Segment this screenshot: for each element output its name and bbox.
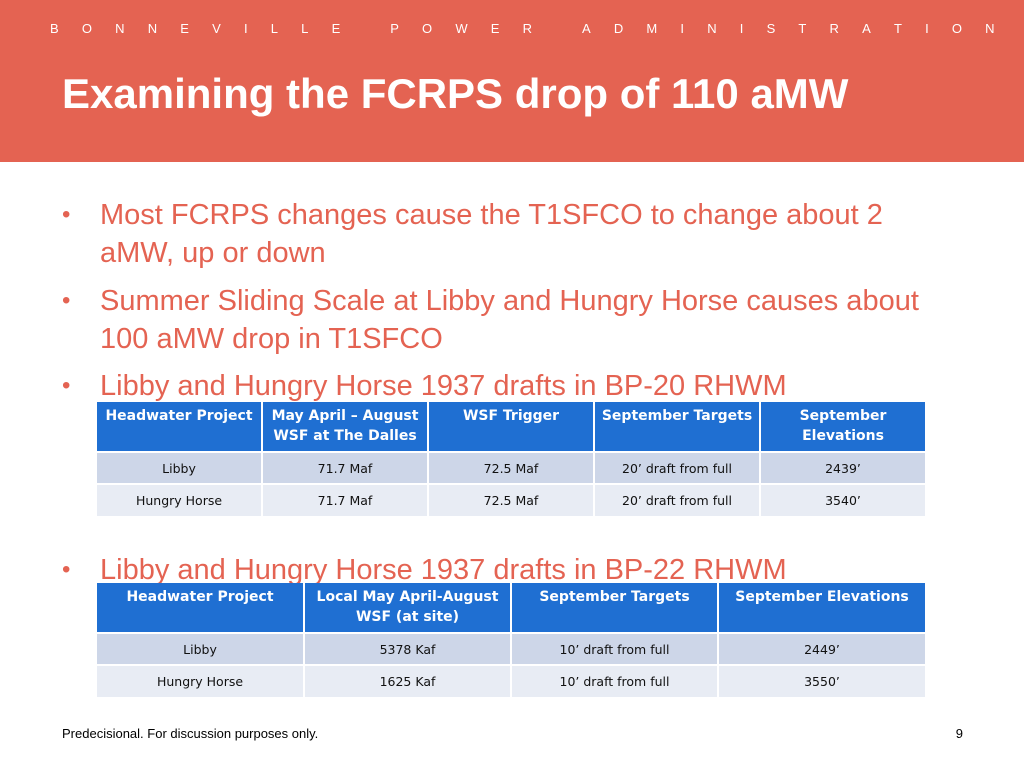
- bullet-item-1: • Most FCRPS changes cause the T1SFCO to…: [62, 196, 962, 272]
- table-cell: 2439’: [760, 451, 925, 484]
- table-cell: 20’ draft from full: [594, 451, 761, 484]
- column-header: September Targets: [511, 583, 719, 633]
- column-header: WSF Trigger: [428, 402, 595, 452]
- table-cell: 71.7 Maf: [262, 483, 429, 516]
- table-row: Libby 5378 Kaf 10’ draft from full 2449’: [97, 632, 925, 665]
- column-header: September Targets: [594, 402, 761, 452]
- org-letter: N: [147, 21, 158, 36]
- slide-title: Examining the FCRPS drop of 110 aMW: [62, 70, 849, 117]
- org-letter: L: [270, 21, 278, 36]
- org-letter: O: [81, 21, 92, 36]
- org-letter: A: [582, 21, 591, 36]
- org-letter: S: [766, 21, 776, 36]
- table-row: Hungry Horse 71.7 Maf 72.5 Maf 20’ draft…: [97, 483, 925, 516]
- bullet-text: Summer Sliding Scale at Libby and Hungry…: [100, 285, 919, 355]
- org-letter: O: [951, 21, 962, 36]
- bullet-item-2: • Summer Sliding Scale at Libby and Hung…: [62, 282, 962, 358]
- table-header-row: Headwater Project May April – August WSF…: [97, 402, 925, 452]
- org-letter: D: [613, 21, 624, 36]
- table-header-row: Headwater Project Local May April-August…: [97, 583, 925, 633]
- table-cell: 3550’: [718, 664, 925, 697]
- bullet-marker: •: [62, 287, 71, 314]
- org-letter: R: [522, 21, 533, 36]
- org-letter: A: [862, 21, 871, 36]
- column-header: Headwater Project: [97, 402, 263, 452]
- bullet-item-3: • Libby and Hungry Horse 1937 drafts in …: [62, 367, 962, 405]
- table-cell: 1625 Kaf: [304, 664, 512, 697]
- org-letter: N: [707, 21, 717, 36]
- footer-disclaimer: Predecisional. For discussion purposes o…: [62, 726, 319, 741]
- org-letter: E: [490, 21, 500, 36]
- org-letter: R: [829, 21, 839, 36]
- column-header: September Elevations: [760, 402, 925, 452]
- org-letter: V: [212, 21, 221, 36]
- bullet-text: Most FCRPS changes cause the T1SFCO to c…: [100, 199, 883, 269]
- table-cell: 3540’: [760, 483, 925, 516]
- org-letter: I: [925, 21, 929, 36]
- column-header: Local May April-August WSF (at site): [304, 583, 512, 633]
- org-letter: B: [50, 21, 59, 36]
- column-header: September Elevations: [718, 583, 925, 633]
- table-cell: 72.5 Maf: [428, 483, 595, 516]
- org-letter: N: [115, 21, 125, 36]
- table-cell: 20’ draft from full: [594, 483, 761, 516]
- org-letter: E: [180, 21, 189, 36]
- bullet-text: Libby and Hungry Horse 1937 drafts in BP…: [100, 370, 787, 402]
- table-row: Hungry Horse 1625 Kaf 10’ draft from ful…: [97, 664, 925, 697]
- org-letter: I: [243, 21, 248, 36]
- table-row: Libby 71.7 Maf 72.5 Maf 20’ draft from f…: [97, 451, 925, 484]
- org-letter: N: [985, 21, 995, 36]
- column-header: May April – August WSF at The Dalles: [262, 402, 429, 452]
- org-letter: T: [798, 21, 807, 36]
- table-cell: 2449’: [718, 632, 925, 665]
- table-cell: Libby: [97, 632, 305, 665]
- bullet-marker: •: [62, 556, 71, 583]
- org-letter: [555, 21, 559, 36]
- table-cell: Hungry Horse: [97, 664, 305, 697]
- table-cell: Libby: [97, 451, 263, 484]
- org-letter: W: [455, 21, 468, 36]
- bp22-drafts-table: Headwater Project Local May April-August…: [97, 583, 925, 697]
- table-cell: 72.5 Maf: [428, 451, 595, 484]
- org-letter: O: [422, 21, 433, 36]
- org-letter: I: [680, 21, 685, 36]
- table-cell: 5378 Kaf: [304, 632, 512, 665]
- bp20-drafts-table: Headwater Project May April – August WSF…: [97, 402, 925, 516]
- org-letter: [363, 21, 367, 36]
- table-cell: Hungry Horse: [97, 483, 263, 516]
- header-band: B O N N E V I L L E P O W E R A D M I N I S T R A T I O N Examinin…: [0, 0, 1024, 162]
- org-letter: L: [301, 21, 309, 36]
- table-cell: 10’ draft from full: [511, 632, 719, 665]
- org-letter: E: [331, 21, 341, 36]
- org-letter: P: [390, 21, 399, 36]
- bullet-item-4: • Libby and Hungry Horse 1937 drafts in …: [62, 551, 962, 589]
- bullet-text: Libby and Hungry Horse 1937 drafts in BP…: [100, 554, 787, 586]
- org-letter: I: [739, 21, 744, 36]
- page-number: 9: [955, 726, 963, 741]
- org-letter: M: [646, 21, 658, 36]
- table-cell: 10’ draft from full: [511, 664, 719, 697]
- bullet-marker: •: [62, 372, 71, 399]
- table-cell: 71.7 Maf: [262, 451, 429, 484]
- column-header: Headwater Project: [97, 583, 305, 633]
- org-letter: T: [893, 21, 902, 36]
- bullet-marker: •: [62, 201, 71, 228]
